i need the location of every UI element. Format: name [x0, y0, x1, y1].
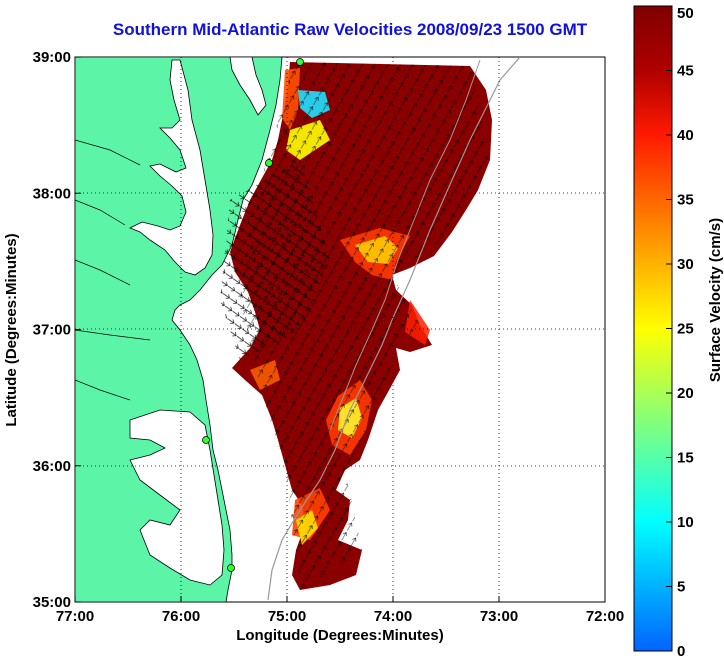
station-marker: [227, 564, 235, 572]
x-axis-ticks: 77:00 76:00 75:00 74:00 73:00 72:00: [56, 596, 624, 625]
y-tick-label: 39:00: [33, 49, 71, 66]
y-tick-label: 37:00: [33, 322, 71, 339]
colorbar: [633, 5, 673, 652]
pamlico-sound: [129, 409, 225, 586]
velocity-vectors: [240, 62, 490, 590]
delaware-bay: [229, 57, 267, 116]
y-axis-ticks: 35:00 36:00 37:00 38:00 39:00: [33, 49, 81, 611]
bathymetry-contour: [329, 59, 481, 431]
colorbar-tick-label: 45: [677, 63, 694, 80]
colorbar-tick-label: 40: [677, 127, 694, 144]
y-tick-label: 38:00: [33, 185, 71, 202]
x-tick-label: 76:00: [162, 608, 200, 625]
colorbar-tick-label: 30: [677, 256, 694, 273]
x-tick-label: 73:00: [480, 608, 518, 625]
station-marker: [296, 58, 304, 66]
bathymetry-contour: [267, 57, 521, 601]
x-axis-label: Longitude (Degrees:Minutes): [236, 627, 444, 644]
y-tick-label: 35:00: [33, 594, 71, 611]
colorbar-tick-label: 35: [677, 192, 694, 209]
colorbar-tick-label: 5: [677, 579, 685, 596]
station-marker: [265, 159, 273, 167]
colorbar-label: Surface Velocity (cm/s): [707, 218, 724, 382]
radar-stations: [202, 58, 304, 572]
x-tick-label: 72:00: [586, 608, 624, 625]
colorbar-tick-label: 20: [677, 385, 694, 402]
y-tick-label: 36:00: [33, 458, 71, 475]
chesapeake-bay: [129, 59, 214, 276]
colorbar-tick-label: 10: [677, 514, 694, 531]
colorbar-ticks: 0 5 10 15 20 25 30 35 40 45 50: [666, 5, 694, 659]
x-tick-label: 74:00: [374, 608, 412, 625]
colorbar-tick-label: 50: [677, 5, 694, 22]
colorbar-tick-label: 25: [677, 321, 694, 338]
grid: [75, 57, 605, 602]
y-axis-label: Latitude (Degrees:Minutes): [3, 233, 20, 426]
map-title: Southern Mid-Atlantic Raw Velocities 200…: [112, 20, 588, 39]
land-mass: [75, 57, 283, 602]
river-inlet: [75, 139, 151, 401]
x-tick-label: 77:00: [56, 608, 94, 625]
colorbar-tick-label: 15: [677, 450, 694, 467]
x-tick-label: 75:00: [268, 608, 306, 625]
station-marker: [202, 436, 210, 444]
colorbar-tick-label: 0: [677, 643, 685, 659]
